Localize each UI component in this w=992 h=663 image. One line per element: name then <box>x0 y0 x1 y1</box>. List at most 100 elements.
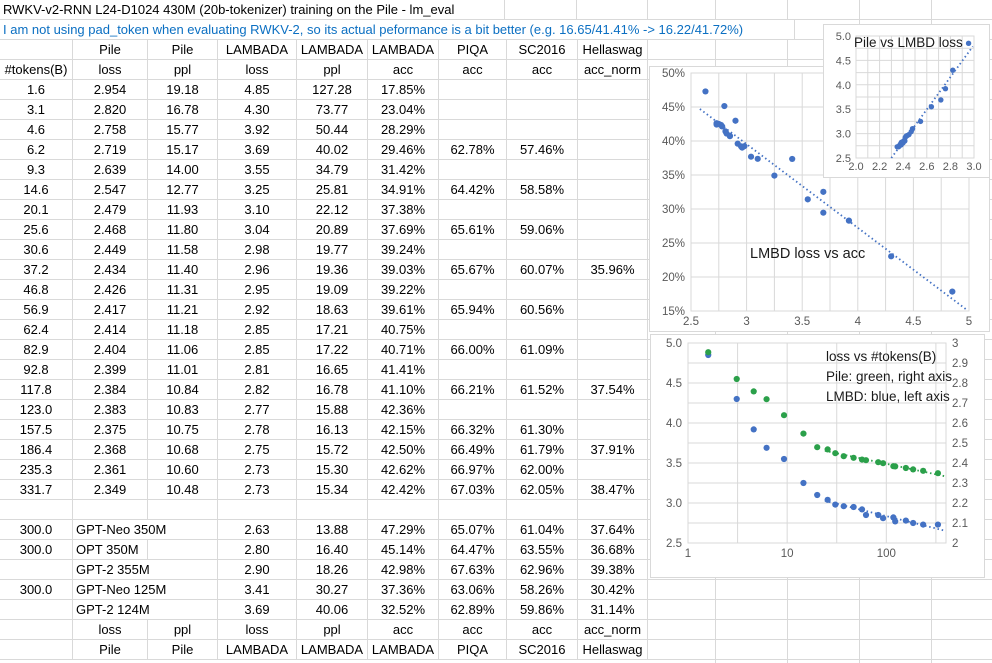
table-cell[interactable]: 46.8 <box>0 280 73 300</box>
table-cell[interactable]: loss <box>218 60 297 80</box>
table-cell[interactable]: 18.63 <box>297 300 368 320</box>
table-cell[interactable]: 11.01 <box>148 360 218 380</box>
table-cell[interactable]: 11.31 <box>148 280 218 300</box>
table-cell[interactable]: loss <box>218 620 297 640</box>
table-cell[interactable]: 19.18 <box>148 80 218 100</box>
table-cell[interactable]: 37.2 <box>0 260 73 280</box>
table-cell[interactable]: 57.46% <box>507 140 578 160</box>
table-cell[interactable]: 6.2 <box>0 140 73 160</box>
table-cell[interactable]: acc_norm <box>578 60 648 80</box>
table-cell[interactable]: 45.14% <box>368 540 439 560</box>
table-cell[interactable]: 2.77 <box>218 400 297 420</box>
table-cell[interactable]: 39.38% <box>578 560 648 580</box>
table-cell[interactable]: PIQA <box>439 640 507 660</box>
table-cell[interactable]: acc_norm <box>578 620 648 640</box>
table-cell[interactable]: 186.4 <box>0 440 73 460</box>
table-cell[interactable]: Pile <box>148 40 218 60</box>
empty-cell[interactable] <box>578 180 648 200</box>
table-cell[interactable]: 15.77 <box>148 120 218 140</box>
chart-pile-vs-lmbd-loss[interactable]: 2.0 2.2 2.4 2.6 2.8 3.0 5.0 4.5 4.0 3.5 3.0 2.5 Pile… <box>823 24 990 178</box>
table-cell[interactable]: 20.89 <box>297 220 368 240</box>
table-cell[interactable]: 14.00 <box>148 160 218 180</box>
table-cell[interactable]: 36.68% <box>578 540 648 560</box>
empty-cell[interactable] <box>439 120 507 140</box>
table-cell[interactable]: 15.30 <box>297 460 368 480</box>
table-cell[interactable]: 61.09% <box>507 340 578 360</box>
empty-cell[interactable] <box>218 500 297 520</box>
table-cell[interactable]: 64.42% <box>439 180 507 200</box>
table-cell[interactable]: 11.93 <box>148 200 218 220</box>
empty-cell[interactable] <box>439 500 507 520</box>
table-cell[interactable]: 2.426 <box>73 280 148 300</box>
table-cell[interactable]: 37.64% <box>578 520 648 540</box>
table-cell[interactable]: 2.368 <box>73 440 148 460</box>
table-cell[interactable]: 62.05% <box>507 480 578 500</box>
empty-cell[interactable] <box>507 360 578 380</box>
table-cell[interactable]: 37.69% <box>368 220 439 240</box>
table-cell[interactable]: 2.417 <box>73 300 148 320</box>
empty-cell[interactable] <box>439 240 507 260</box>
table-cell[interactable]: 62.00% <box>507 460 578 480</box>
empty-cell[interactable] <box>439 160 507 180</box>
table-cell[interactable]: 67.03% <box>439 480 507 500</box>
empty-cell[interactable] <box>507 320 578 340</box>
table-cell[interactable]: acc <box>507 60 578 80</box>
table-cell[interactable]: 3.41 <box>218 580 297 600</box>
table-cell[interactable]: 64.47% <box>439 540 507 560</box>
table-cell[interactable]: 2.80 <box>218 540 297 560</box>
table-cell[interactable]: 62.78% <box>439 140 507 160</box>
table-cell[interactable]: 39.03% <box>368 260 439 280</box>
table-cell[interactable]: 92.8 <box>0 360 73 380</box>
table-cell[interactable]: 2.90 <box>218 560 297 580</box>
empty-cell[interactable] <box>0 40 73 60</box>
table-cell[interactable]: 65.94% <box>439 300 507 320</box>
table-cell[interactable]: 66.32% <box>439 420 507 440</box>
table-cell[interactable]: 17.21 <box>297 320 368 340</box>
empty-cell[interactable] <box>578 360 648 380</box>
table-cell[interactable]: 235.3 <box>0 460 73 480</box>
table-cell[interactable]: 61.30% <box>507 420 578 440</box>
table-cell[interactable]: 62.4 <box>0 320 73 340</box>
empty-cell[interactable] <box>0 620 73 640</box>
table-cell[interactable]: 56.9 <box>0 300 73 320</box>
table-cell[interactable]: 3.55 <box>218 160 297 180</box>
empty-cell[interactable] <box>507 100 578 120</box>
table-cell[interactable]: 40.06 <box>297 600 368 620</box>
table-cell[interactable]: 65.61% <box>439 220 507 240</box>
table-cell[interactable]: SC2016 <box>507 640 578 660</box>
table-cell[interactable]: 10.84 <box>148 380 218 400</box>
table-cell[interactable]: 17.22 <box>297 340 368 360</box>
empty-cell[interactable] <box>439 100 507 120</box>
table-cell[interactable]: 63.55% <box>507 540 578 560</box>
table-cell[interactable]: LAMBADA <box>297 40 368 60</box>
table-cell[interactable]: 11.21 <box>148 300 218 320</box>
table-cell[interactable]: 37.38% <box>368 200 439 220</box>
table-cell[interactable]: 66.97% <box>439 460 507 480</box>
table-cell[interactable]: 16.40 <box>297 540 368 560</box>
table-cell[interactable]: ppl <box>148 60 218 80</box>
table-cell[interactable]: Pile <box>148 640 218 660</box>
table-cell[interactable]: acc <box>439 60 507 80</box>
table-cell[interactable]: acc <box>368 60 439 80</box>
empty-cell[interactable] <box>0 500 73 520</box>
empty-cell[interactable] <box>507 400 578 420</box>
table-cell[interactable]: 37.91% <box>578 440 648 460</box>
table-cell[interactable]: 117.8 <box>0 380 73 400</box>
empty-cell[interactable] <box>439 280 507 300</box>
table-cell[interactable]: 2.349 <box>73 480 148 500</box>
table-cell[interactable]: 59.06% <box>507 220 578 240</box>
empty-cell[interactable] <box>578 500 648 520</box>
table-cell[interactable]: OPT 350M <box>73 540 148 560</box>
table-cell[interactable]: 300.0 <box>0 540 73 560</box>
table-cell[interactable]: 62.96% <box>507 560 578 580</box>
table-cell[interactable]: 12.77 <box>148 180 218 200</box>
table-cell[interactable]: 61.79% <box>507 440 578 460</box>
table-cell[interactable]: 2.954 <box>73 80 148 100</box>
table-cell[interactable]: 82.9 <box>0 340 73 360</box>
table-cell[interactable]: 2.85 <box>218 340 297 360</box>
model-name-cell[interactable]: GPT-2 355M <box>73 560 218 580</box>
table-cell[interactable]: 2.479 <box>73 200 148 220</box>
table-cell[interactable]: LAMBADA <box>368 640 439 660</box>
table-cell[interactable]: 2.399 <box>73 360 148 380</box>
empty-cell[interactable] <box>505 0 577 20</box>
